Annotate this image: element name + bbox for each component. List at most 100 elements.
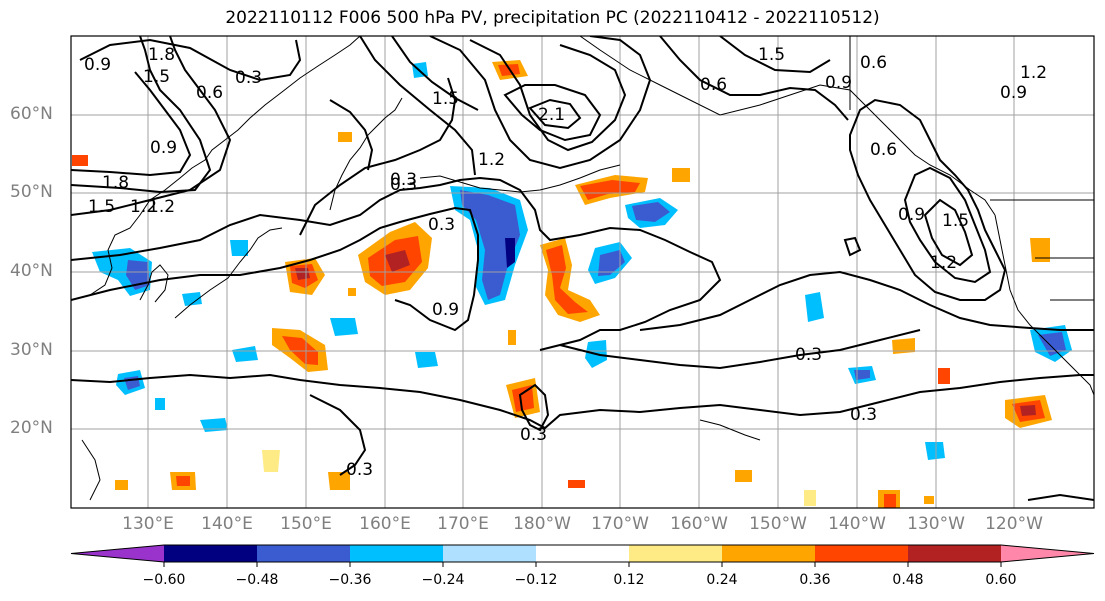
lat-label: 60°N (10, 104, 53, 124)
lon-label: 140°W (828, 514, 886, 534)
contour-label: 0.9 (898, 205, 925, 225)
negative-precip-patches (92, 62, 1072, 460)
pv-contour (71, 71, 192, 177)
contour-label: 0.9 (825, 73, 852, 93)
lon-label: 160°W (670, 514, 728, 534)
colorbar-tick-label: 0.48 (892, 572, 924, 588)
pv-contour (719, 36, 831, 74)
neg-patch (598, 250, 625, 276)
lon-label: 150°W (749, 514, 807, 534)
lon-label: 150°E (280, 514, 332, 534)
lon-label: 180°W (513, 514, 571, 534)
pos-patch (735, 470, 752, 482)
pv-contour (639, 270, 1094, 331)
contour-label: 0.6 (870, 140, 897, 160)
pv-contour (309, 394, 367, 476)
contour-label: 1.2 (130, 197, 157, 217)
lon-label: 120°W (985, 514, 1043, 534)
pv-contours (71, 36, 1094, 501)
pos-patch (546, 245, 588, 314)
pv-contour (528, 98, 582, 130)
neg-patch (505, 238, 515, 268)
colorbar-tick-label: 0.12 (613, 572, 645, 588)
contour-labels: 1.8 1.5 0.3 0.6 0.9 1.2 1.5 1.8 2.1 0.3 … (84, 45, 1047, 480)
contour-label: 1.2 (930, 253, 957, 273)
lon-label: 170°W (591, 514, 649, 534)
positive-precip-patches (72, 60, 1052, 508)
contour-label: 0.9 (84, 55, 111, 75)
map-title: 2022110112 F006 500 hPa PV, precipitatio… (225, 8, 880, 28)
contour-label: 1.2 (1020, 63, 1047, 83)
pos-patch (1020, 405, 1036, 416)
neg-patch (182, 292, 202, 306)
contour-label: 0.6 (700, 75, 727, 95)
pos-patch (115, 480, 128, 490)
colorbar-tick-label: −0.48 (235, 572, 279, 588)
pv-contour (429, 36, 652, 170)
pos-patch (892, 338, 915, 354)
lat-label: 30°N (10, 340, 53, 360)
lat-label: 50°N (10, 182, 53, 202)
contour-label: 0.3 (346, 460, 373, 480)
neg-patch (330, 318, 358, 336)
lon-label: 140°E (201, 514, 253, 534)
lon-label: 130°E (122, 514, 174, 534)
pos-patch (580, 180, 640, 200)
contour-label: 0.9 (1000, 83, 1027, 103)
contour-label: 1.2 (148, 197, 175, 217)
border-na (849, 36, 1094, 301)
contour-label: 1.2 (478, 150, 505, 170)
pos-patch (568, 480, 585, 488)
lon-label: 170°E (437, 514, 489, 534)
pos-patch (338, 132, 352, 142)
pv-contour (71, 373, 1094, 430)
pos-patch (672, 168, 690, 182)
contour-label: 0.3 (795, 345, 822, 365)
contour-label: 0.6 (196, 83, 223, 103)
pos-patch (1030, 238, 1050, 262)
contour-label: 0.6 (860, 53, 887, 73)
pv-contour (843, 236, 862, 257)
coastline-hawaii (699, 419, 761, 441)
pv-contour (469, 39, 627, 152)
pos-patch (176, 476, 190, 486)
colorbar-tick-label: −0.24 (421, 572, 465, 588)
contour-label: 0.3 (520, 425, 547, 445)
neg-patch (632, 202, 670, 222)
contour-label: 1.5 (942, 211, 969, 231)
pos-patch (508, 330, 516, 345)
pos-patch (348, 288, 356, 296)
contour-label: 0.3 (390, 170, 417, 190)
contour-label: 0.3 (235, 68, 262, 88)
pv-contour (1027, 493, 1094, 501)
pv-contour (71, 206, 479, 332)
contour-label: 2.1 (538, 105, 565, 125)
pv-contour (329, 99, 374, 171)
pos-patch (512, 385, 534, 412)
pos-patch (804, 490, 816, 506)
pv-contour (559, 329, 921, 370)
pv-contour (71, 176, 722, 351)
neg-patch (1038, 332, 1066, 356)
colorbar-tick-label: −0.60 (142, 572, 186, 588)
contour-label: 1.5 (143, 67, 170, 87)
contour-label: 1.5 (758, 45, 785, 65)
neg-patch (200, 418, 228, 432)
coastline-japan (174, 227, 283, 319)
neg-patch (805, 292, 824, 322)
neg-patch (230, 240, 248, 256)
pv-contour (903, 166, 992, 284)
lon-label: 160°E (359, 514, 411, 534)
contour-label: 1.8 (102, 173, 129, 193)
pos-patch (328, 472, 350, 490)
contour-label: 1.5 (432, 89, 459, 109)
pv-contour (71, 36, 232, 216)
colorbar-tick-label: 0.36 (799, 572, 831, 588)
coastline-aleutians (419, 164, 621, 193)
coastline-philippines (81, 439, 101, 501)
colorbar-tick-label: −0.12 (514, 572, 558, 588)
pv-contour (659, 36, 849, 121)
colorbar-tick-label: 0.24 (706, 572, 738, 588)
contour-label: 0.3 (390, 175, 417, 195)
